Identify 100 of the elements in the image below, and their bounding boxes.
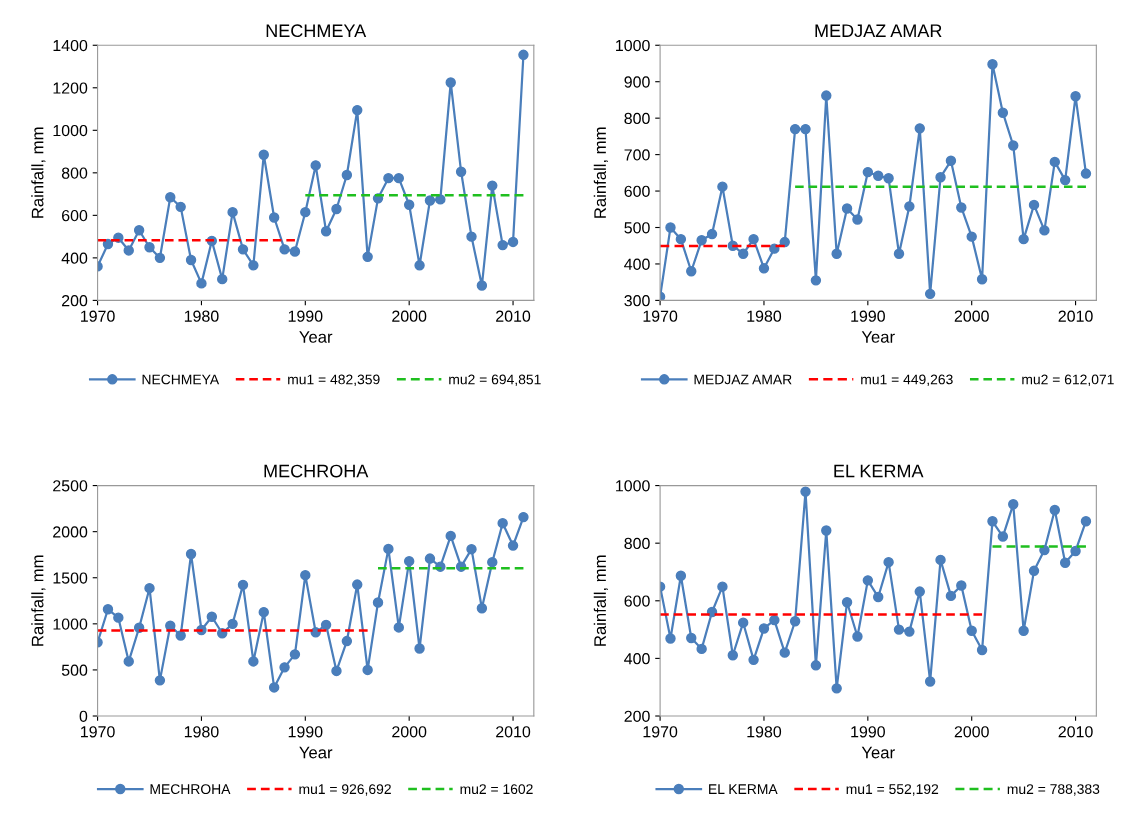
point: [976, 644, 988, 656]
point: [185, 548, 197, 560]
y-tick-label: 600: [624, 185, 650, 197]
point: [758, 623, 770, 634]
point: [320, 226, 332, 237]
x-axis-title: Year: [861, 746, 895, 759]
point: [966, 231, 977, 242]
point: [507, 236, 519, 248]
y-tick-label: 1000: [53, 124, 88, 137]
point: [279, 244, 290, 255]
point: [821, 90, 832, 101]
point: [518, 511, 529, 523]
point: [393, 622, 405, 633]
point: [1059, 174, 1071, 186]
y-tick-label: 1000: [53, 618, 88, 630]
y-tick-label: 800: [624, 112, 650, 125]
point: [362, 251, 373, 263]
point: [435, 194, 446, 205]
point: [914, 586, 925, 597]
y-tick-label: 1000: [616, 480, 650, 492]
point: [904, 201, 915, 212]
point: [800, 123, 811, 135]
point: [914, 123, 925, 134]
point: [487, 180, 498, 191]
point: [268, 682, 280, 693]
y-tick-label: 500: [61, 664, 88, 676]
point: [102, 604, 114, 615]
y-tick-label: 2500: [53, 480, 88, 492]
legend-label: NECHMEYA: [142, 374, 220, 385]
y-tick-label: 800: [624, 537, 650, 550]
point: [352, 579, 363, 590]
y-axis-title: Rainfall, mm: [593, 555, 608, 646]
point: [445, 77, 456, 88]
y-tick-label: 600: [62, 209, 88, 222]
point: [403, 199, 415, 210]
x-tick-label: 2010: [496, 310, 531, 322]
point: [852, 631, 863, 642]
point: [675, 233, 687, 245]
point: [331, 203, 342, 215]
x-tick-label: 2000: [392, 726, 427, 738]
point: [883, 556, 894, 568]
point: [393, 172, 405, 184]
point: [476, 280, 488, 291]
x-tick-label: 1970: [643, 310, 678, 322]
point: [706, 228, 718, 240]
y-tick-label: 700: [624, 149, 650, 161]
point: [217, 273, 228, 285]
point: [675, 570, 687, 581]
point: [466, 543, 477, 555]
point: [717, 581, 728, 592]
point: [1059, 557, 1071, 568]
point: [748, 233, 759, 245]
point: [841, 597, 853, 608]
x-tick-label: 1980: [184, 726, 219, 738]
point: [248, 656, 259, 667]
point: [997, 107, 1009, 118]
point: [123, 245, 134, 256]
point: [424, 553, 436, 564]
y-tick-label: 1500: [53, 572, 88, 584]
point: [341, 169, 353, 181]
legend-label: mu2 = 612,071: [1022, 374, 1114, 386]
x-tick-label: 1990: [851, 310, 885, 322]
point: [507, 540, 519, 551]
point: [154, 252, 166, 264]
point: [487, 556, 498, 568]
point: [779, 647, 790, 658]
legend-label: mu1 = 449,263: [861, 374, 953, 386]
point: [1070, 91, 1081, 102]
point: [810, 275, 822, 286]
point: [841, 203, 853, 214]
point: [268, 212, 280, 223]
x-tick-label: 2010: [1058, 726, 1093, 738]
y-axis-title: Rainfall, mm: [31, 127, 46, 218]
point: [300, 569, 311, 581]
point: [1070, 545, 1081, 557]
point: [1039, 225, 1050, 236]
y-tick-label: 800: [61, 167, 88, 179]
x-tick-label: 1970: [81, 726, 115, 738]
point: [789, 123, 801, 135]
point: [821, 525, 832, 536]
point: [165, 192, 176, 203]
y-tick-label: 200: [62, 295, 88, 307]
point: [289, 246, 301, 257]
x-tick-label: 2000: [954, 726, 989, 738]
point: [800, 486, 811, 497]
point: [810, 660, 822, 671]
y-tick-label: 400: [624, 653, 650, 665]
point: [696, 643, 707, 655]
point: [175, 630, 186, 641]
point: [258, 149, 269, 160]
x-tick-label: 2000: [392, 310, 427, 322]
x-tick-label: 2000: [954, 310, 989, 322]
point: [320, 619, 332, 631]
point: [997, 531, 1009, 542]
y-tick-label: 1000: [616, 39, 650, 52]
point: [1049, 156, 1061, 168]
legend-label: EL KERMA: [709, 784, 778, 794]
point: [133, 225, 145, 236]
point: [945, 590, 957, 602]
y-tick-label: 400: [624, 258, 650, 270]
